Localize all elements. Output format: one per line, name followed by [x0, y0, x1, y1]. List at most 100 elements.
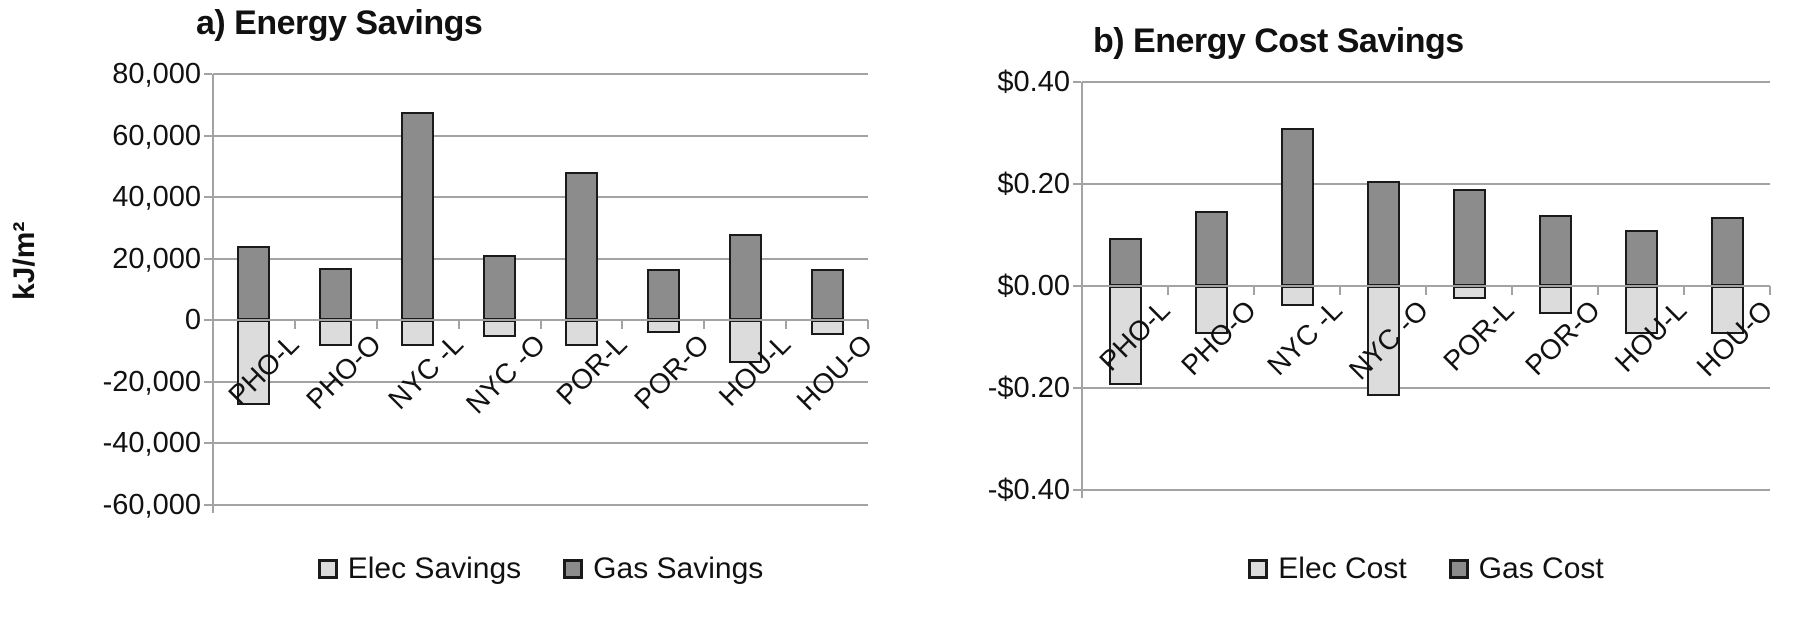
gridline	[213, 196, 868, 198]
gridline	[1082, 183, 1770, 185]
y-tick-label: -$0.40	[987, 474, 1070, 506]
gridline	[1082, 387, 1770, 389]
bar-segment-elec-savings-POR-O	[646, 320, 680, 333]
bar-segment-gas-savings-NYC-L	[401, 112, 435, 320]
elec-savings-swatch-icon	[317, 559, 338, 579]
gas-cost-swatch-icon	[1448, 559, 1469, 579]
y-axis-tick	[1073, 285, 1081, 287]
chart-b-plot-area: $0.40 $0.20 $0.00 -$0.20 -$0.40 PHO-L PHO-O NYC…	[988, 67, 1778, 505]
bar-segment-gas-cost-HOU-O	[1710, 217, 1744, 286]
bar-segment-elec-cost-HOU-L	[1624, 286, 1658, 335]
gridline	[213, 380, 868, 383]
bar-segment-gas-savings-POR-O	[646, 269, 680, 320]
gridline	[213, 73, 868, 75]
legend-label-elec-savings: Elec Savings	[347, 552, 522, 585]
y-axis-tick	[1073, 387, 1081, 389]
y-axis-tick	[204, 503, 212, 506]
bar-segment-elec-cost-NYC-O	[1366, 286, 1400, 396]
legend-item-elec-savings: Elec Savings	[317, 552, 522, 586]
bar-segment-elec-savings-PHO-O	[319, 320, 353, 347]
elec-cost-swatch-icon	[1248, 559, 1269, 579]
x-axis-tick	[703, 320, 706, 329]
bar-segment-gas-savings-HOU-L	[728, 233, 762, 320]
y-axis-tick	[204, 380, 212, 383]
bar-segment-elec-cost-PHO-L	[1108, 286, 1142, 386]
bar-segment-gas-savings-PHO-O	[319, 267, 353, 320]
bar-segment-gas-cost-PHO-O	[1194, 210, 1228, 286]
y-axis-tick	[204, 442, 212, 444]
bar-segment-elec-savings-NYC-O	[483, 320, 517, 337]
x-axis-tick	[1511, 286, 1513, 295]
x-axis-tick	[1425, 286, 1427, 295]
y-axis-tick	[204, 73, 212, 75]
bar-segment-elec-cost-PHO-O	[1194, 286, 1228, 335]
chart-a-legend: Elec Savings Gas Savings	[213, 552, 868, 586]
y-axis-tick	[1073, 183, 1081, 185]
y-axis-tick	[1073, 489, 1081, 491]
bar-segment-gas-cost-POR-O	[1538, 214, 1572, 286]
bar-segment-gas-cost-POR-L	[1452, 189, 1486, 286]
bar-segment-elec-cost-POR-L	[1452, 286, 1486, 299]
x-axis-tick	[293, 320, 296, 329]
bar-segment-elec-savings-NYC-L	[401, 320, 435, 347]
x-axis-tick	[1597, 286, 1599, 295]
bar-segment-gas-savings-NYC-O	[483, 255, 517, 320]
category-label-NYC-O: NYC -O	[459, 328, 551, 420]
x-axis-tick	[621, 320, 624, 329]
y-axis-tick	[1073, 81, 1081, 83]
gridline	[213, 134, 868, 137]
y-tick-label: 80,000	[112, 58, 201, 90]
x-axis-tick	[1081, 286, 1083, 295]
bar-segment-gas-cost-NYC-L	[1280, 127, 1314, 286]
bar-segment-elec-cost-HOU-O	[1710, 286, 1744, 335]
bar-segment-gas-cost-NYC-O	[1366, 181, 1400, 286]
x-axis-tick	[375, 320, 378, 329]
x-axis-tick	[212, 320, 214, 329]
chart-a-plot-area: 80,000 60,000 40,000 20,000 0 -20,000 -40,000 -…	[103, 59, 879, 520]
bar-segment-gas-savings-PHO-L	[237, 246, 271, 320]
y-tick-label: $0.00	[997, 270, 1070, 302]
y-tick-label: 60,000	[112, 119, 201, 152]
bar-segment-elec-savings-HOU-L	[728, 320, 762, 364]
legend-label-elec-cost: Elec Cost	[1278, 552, 1407, 585]
bar-segment-elec-cost-POR-O	[1538, 286, 1572, 315]
legend-label-gas-cost: Gas Cost	[1478, 552, 1604, 585]
category-label-POR-O: POR-O	[627, 328, 715, 416]
x-axis-tick	[1683, 286, 1685, 295]
bar-segment-gas-savings-POR-L	[564, 172, 598, 320]
chart-b-title: b) Energy Cost Savings	[1093, 22, 1464, 60]
category-label-HOU-O: HOU-O	[790, 328, 879, 417]
gridline	[213, 503, 868, 506]
bar-segment-elec-savings-POR-L	[564, 320, 598, 347]
chart-a-title: a) Energy Savings	[196, 4, 483, 42]
category-label-POR-L: POR-L	[1437, 294, 1521, 377]
gridline	[213, 442, 868, 444]
gridline	[1082, 81, 1770, 83]
legend-item-gas-savings: Gas Savings	[563, 552, 763, 586]
x-axis-tick	[785, 320, 788, 329]
bar-segment-gas-cost-HOU-L	[1624, 229, 1658, 286]
bar-segment-elec-savings-HOU-O	[810, 320, 844, 336]
y-tick-label: $0.20	[997, 168, 1070, 200]
legend-item-gas-cost: Gas Cost	[1448, 552, 1604, 586]
gas-savings-swatch-icon	[563, 559, 584, 579]
chart-a-y-axis-title: kJ/m²	[8, 221, 41, 300]
bar-segment-elec-savings-PHO-L	[237, 320, 271, 405]
x-axis-tick	[1339, 286, 1341, 295]
y-axis-tick	[204, 319, 212, 321]
chart-b-legend: Elec Cost Gas Cost	[1082, 552, 1770, 586]
y-axis-tick	[204, 134, 212, 137]
bar-segment-gas-savings-HOU-O	[810, 269, 844, 320]
legend-item-elec-cost: Elec Cost	[1248, 552, 1407, 586]
y-axis-tick	[204, 196, 212, 198]
y-tick-label: 0	[184, 304, 201, 336]
y-axis-line	[212, 74, 214, 513]
y-tick-label: $0.40	[997, 66, 1070, 98]
gridline	[213, 257, 868, 260]
y-tick-label: -20,000	[102, 365, 201, 398]
x-axis-tick	[1253, 286, 1255, 295]
y-tick-label: -40,000	[102, 427, 201, 459]
gridline	[1082, 489, 1770, 491]
y-tick-label: 40,000	[112, 181, 201, 213]
legend-label-gas-savings: Gas Savings	[593, 552, 764, 585]
